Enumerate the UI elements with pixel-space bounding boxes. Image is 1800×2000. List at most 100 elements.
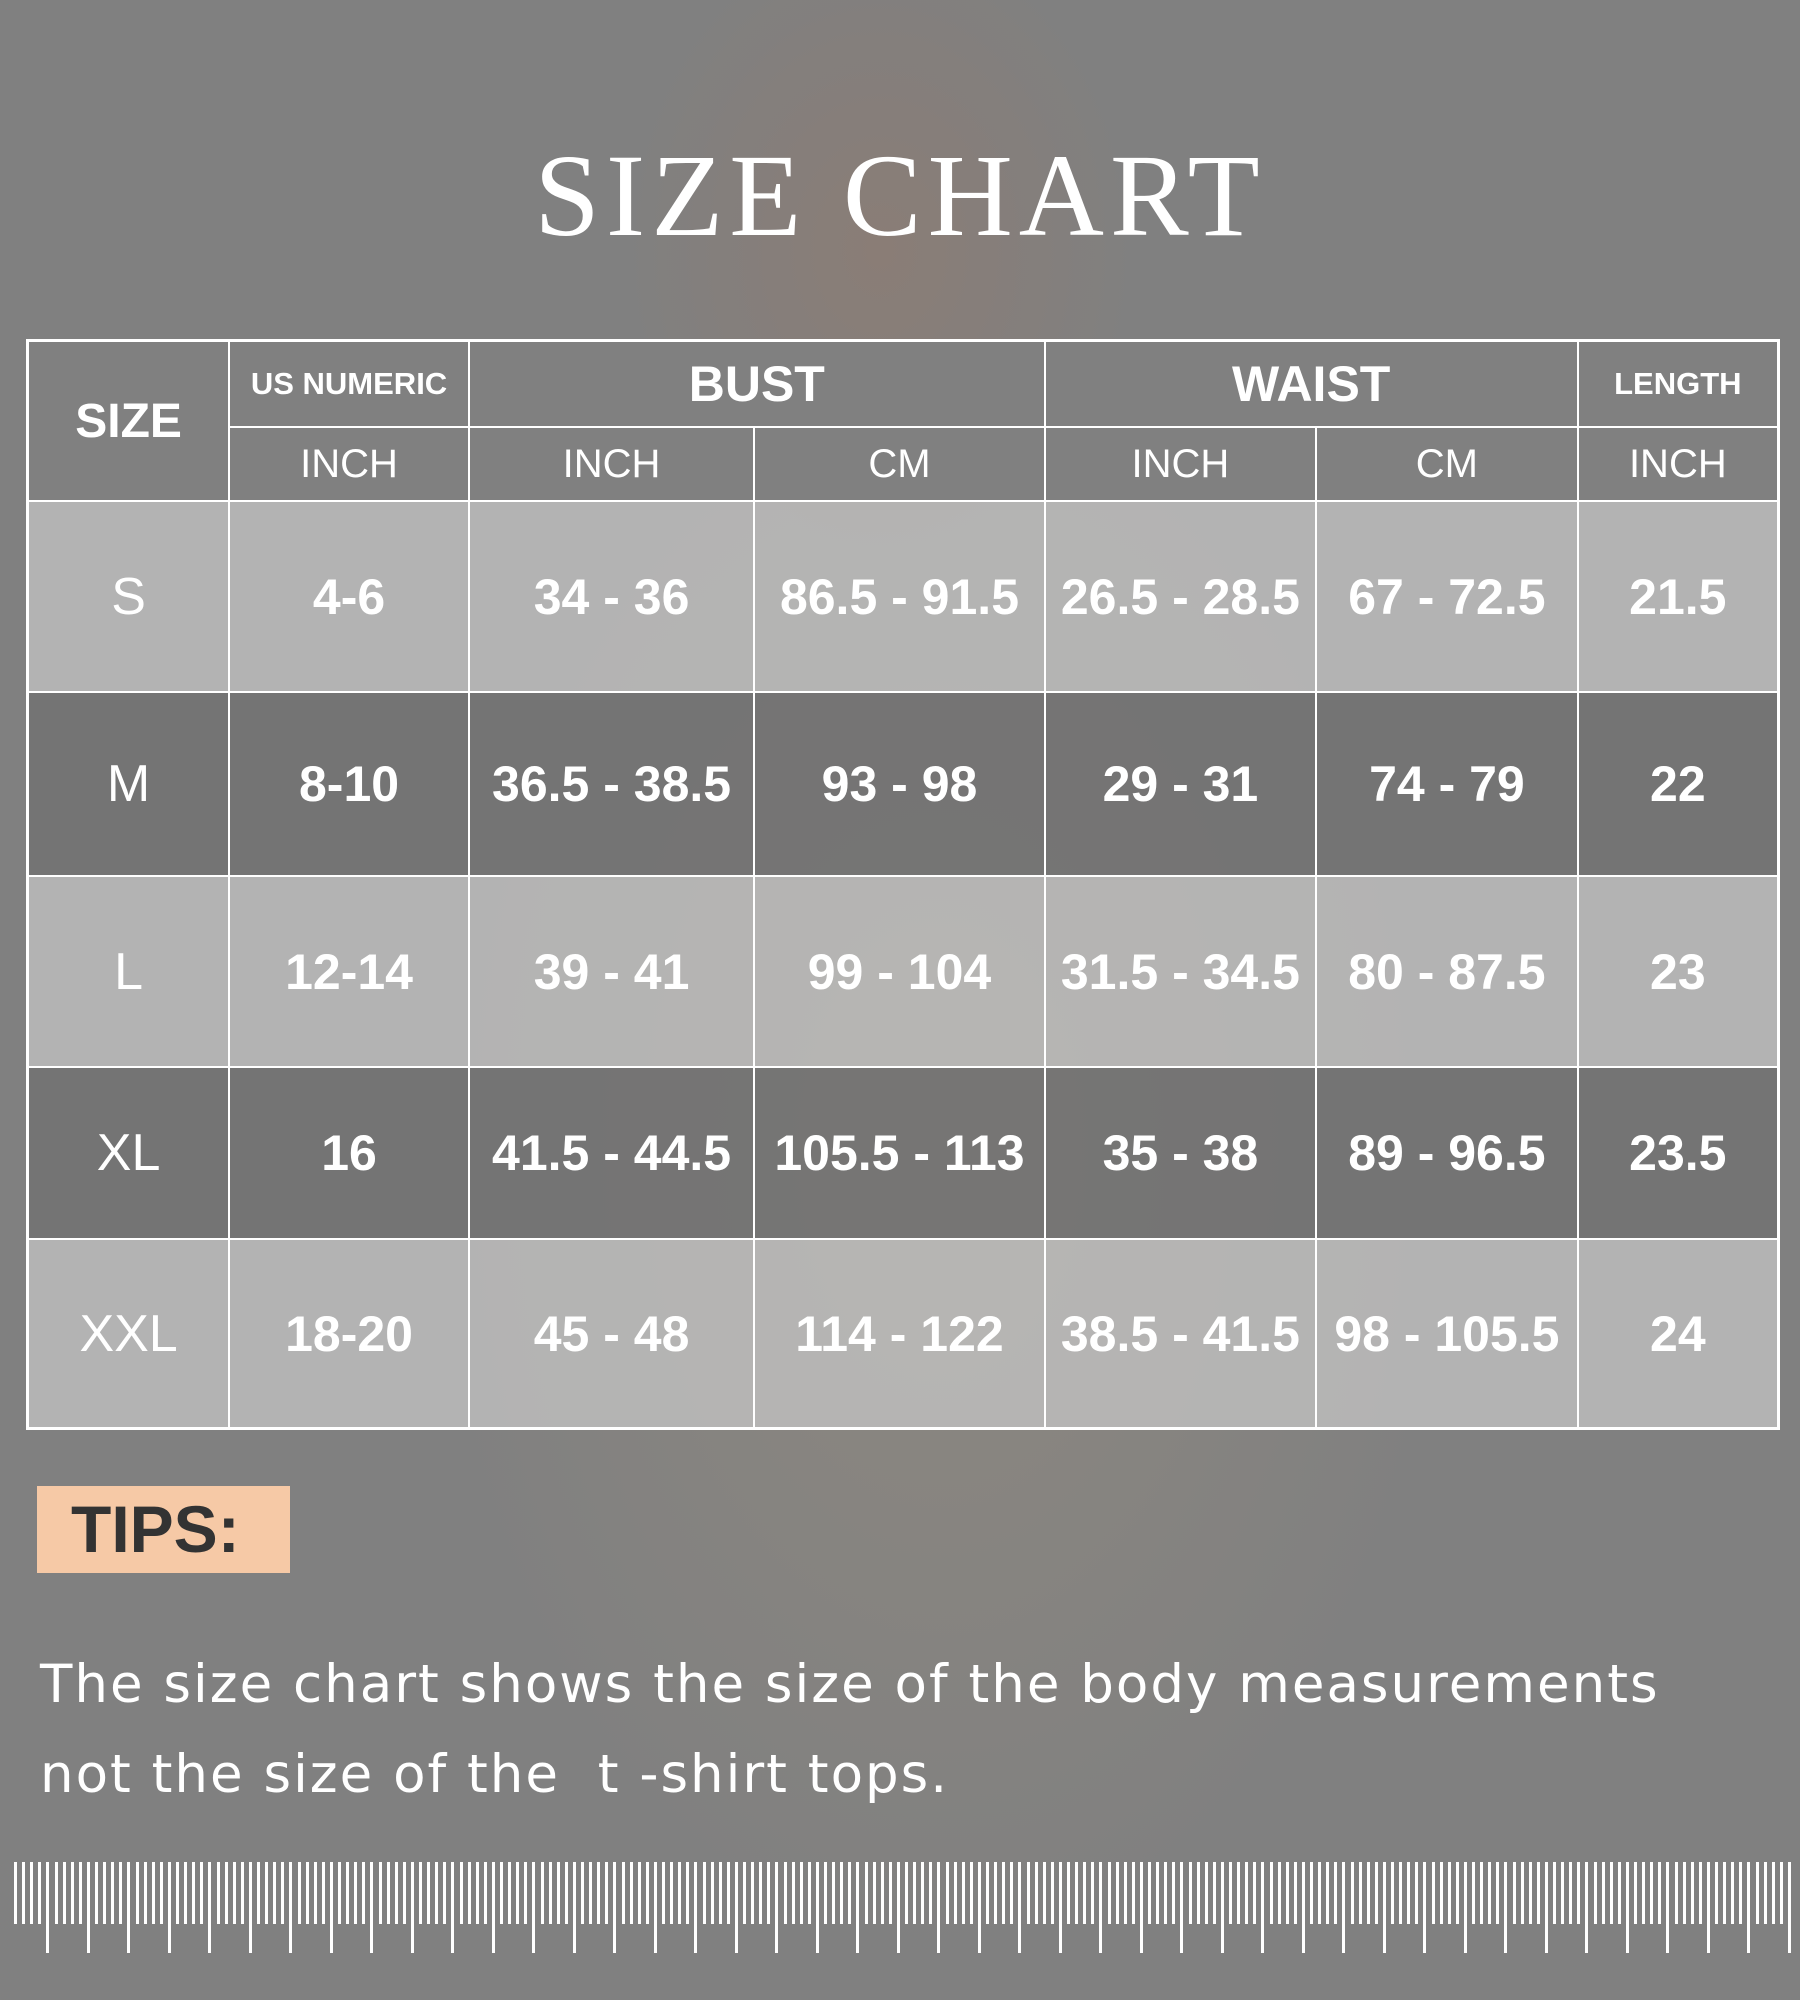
ruler-tick [1050,1862,1054,1924]
ruler-tick [848,1862,852,1924]
ruler-tick [1042,1862,1046,1924]
us-numeric-header: US NUMERIC [228,339,470,428]
measurement-cell: 16 [228,1066,470,1240]
ruler-tick [1488,1862,1492,1924]
ruler-tick [1771,1862,1775,1924]
ruler-tick [759,1862,763,1924]
ruler-tick [200,1862,204,1924]
table-row: S 4-6 34 - 36 86.5 - 91.5 26.5 - 28.5 67 - 72… [26,500,1780,693]
ruler-tick [1326,1862,1330,1924]
measurement-cell: 35 - 38 [1043,1066,1318,1240]
ruler-tick [1536,1862,1540,1924]
ruler-tick [1739,1862,1743,1924]
ruler-tick [354,1862,358,1924]
ruler-tick [548,1862,552,1924]
ruler-tick [726,1862,730,1924]
ruler-tick [111,1862,115,1924]
ruler-tick [1172,1862,1176,1924]
ruler-tick [1253,1862,1257,1924]
ruler-tick [192,1862,196,1924]
ruler-tick [435,1862,439,1924]
ruler-tick [62,1862,66,1924]
ruler-tick [273,1862,277,1924]
ruler-tick [540,1862,544,1924]
ruler-tick [1431,1862,1435,1924]
ruler-tick [1091,1862,1095,1924]
ruler-tick [1512,1862,1516,1924]
size-cell: XXL [26,1238,231,1430]
measurement-cell: 45 - 48 [467,1238,756,1430]
table-row: XXL 18-20 45 - 48 114 - 122 38.5 - 41.5 98 - … [26,1238,1780,1430]
ruler-tick [1156,1862,1160,1924]
ruler-tick [1058,1862,1062,1953]
ruler-tick [443,1862,447,1924]
ruler-tick [1358,1862,1362,1924]
ruler-tick [937,1862,941,1953]
ruler-tick [459,1862,463,1924]
ruler-tick [888,1862,892,1924]
unit-header: CM [1315,426,1579,502]
ruler-tick [1731,1862,1735,1924]
ruler-tick [864,1862,868,1924]
ruler-tick [605,1862,609,1924]
size-cell: L [26,875,231,1068]
ruler-tick [645,1862,649,1924]
measurement-cell: 22 [1576,691,1780,877]
ruler-tick [216,1862,220,1924]
ruler-tick [1723,1862,1727,1924]
ruler-tick [775,1862,779,1953]
ruler-tick [1423,1862,1427,1953]
ruler-tick [913,1862,917,1924]
ruler-tick [1164,1862,1168,1924]
ruler-tick [969,1862,973,1924]
measurement-cell: 31.5 - 34.5 [1043,875,1318,1068]
ruler-tick [1625,1862,1629,1953]
ruler-tick [1577,1862,1581,1924]
ruler-tick [475,1862,479,1924]
ruler-tick [1293,1862,1297,1924]
ruler-tick [807,1862,811,1924]
ruler-tick [921,1862,925,1924]
ruler-tick [824,1862,827,1924]
measurement-cell: 38.5 - 41.5 [1043,1238,1318,1430]
measurement-cell: 21.5 [1576,500,1780,693]
measurement-cell: 23 [1576,875,1780,1068]
ruler-tick [1115,1862,1119,1924]
measurement-cell: 99 - 104 [753,875,1046,1068]
length-header: LENGTH [1576,339,1780,428]
ruler-tick [1123,1862,1127,1924]
ruler-tick [1634,1862,1637,1924]
ruler-tick [30,1862,34,1924]
ruler-tick [427,1862,431,1924]
ruler-tick [135,1862,139,1924]
size-cell: M [26,691,231,877]
ruler-tick [386,1862,390,1924]
ruler-tick [151,1862,155,1924]
ruler-tick [491,1862,495,1953]
ruler-tick [1229,1862,1232,1924]
ruler-tick [159,1862,163,1924]
ruler-tick [265,1862,269,1924]
ruler-tick [370,1862,374,1953]
table-row: XL 16 41.5 - 44.5 105.5 - 113 35 - 38 89 - 96… [26,1066,1780,1240]
ruler-tick [257,1862,260,1924]
measurement-cell: 114 - 122 [753,1238,1046,1430]
ruler-tick [1148,1862,1151,1924]
ruler-tick [516,1862,520,1924]
ruler-tick [1188,1862,1192,1924]
ruler-tick [22,1862,26,1924]
ruler-tick [1674,1862,1678,1924]
unit-header: INCH [467,426,756,502]
ruler-tick [281,1862,285,1924]
ruler-tick [410,1862,414,1953]
ruler-tick [1528,1862,1532,1924]
ruler-tick [1099,1862,1103,1953]
ruler-tick [572,1862,576,1953]
ruler-tick [702,1862,706,1924]
ruler-tick [508,1862,512,1924]
tips-line-2: not the size of the t -shirt tops. [40,1744,950,1805]
ruler-decoration [0,1862,1800,1957]
ruler-tick [1391,1862,1394,1924]
ruler-tick [289,1862,293,1953]
ruler-tick [1285,1862,1289,1924]
